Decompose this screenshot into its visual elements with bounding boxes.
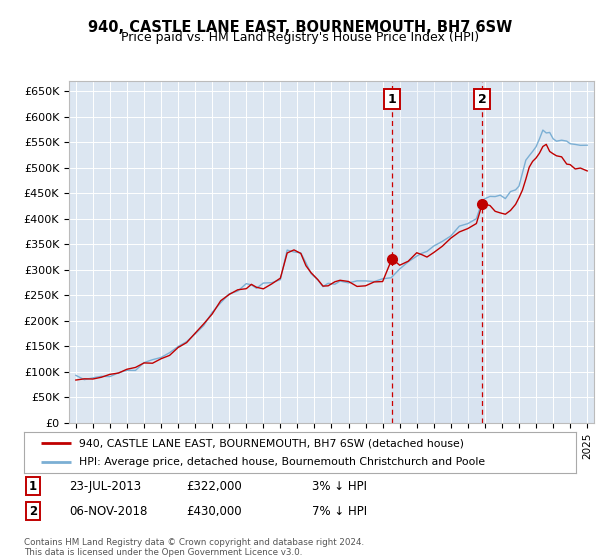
Text: 2: 2 — [29, 505, 37, 518]
Text: £430,000: £430,000 — [186, 505, 242, 518]
Text: Contains HM Land Registry data © Crown copyright and database right 2024.
This d: Contains HM Land Registry data © Crown c… — [24, 538, 364, 557]
Text: 7% ↓ HPI: 7% ↓ HPI — [312, 505, 367, 518]
Text: 1: 1 — [29, 479, 37, 493]
Text: HPI: Average price, detached house, Bournemouth Christchurch and Poole: HPI: Average price, detached house, Bour… — [79, 457, 485, 467]
Text: 3% ↓ HPI: 3% ↓ HPI — [312, 479, 367, 493]
Text: 1: 1 — [388, 92, 397, 105]
Text: 23-JUL-2013: 23-JUL-2013 — [69, 479, 141, 493]
Text: Price paid vs. HM Land Registry's House Price Index (HPI): Price paid vs. HM Land Registry's House … — [121, 31, 479, 44]
Text: £322,000: £322,000 — [186, 479, 242, 493]
Text: 2: 2 — [478, 92, 487, 105]
Text: 940, CASTLE LANE EAST, BOURNEMOUTH, BH7 6SW: 940, CASTLE LANE EAST, BOURNEMOUTH, BH7 … — [88, 20, 512, 35]
Bar — [392, 81, 482, 423]
Text: 06-NOV-2018: 06-NOV-2018 — [69, 505, 148, 518]
Text: 940, CASTLE LANE EAST, BOURNEMOUTH, BH7 6SW (detached house): 940, CASTLE LANE EAST, BOURNEMOUTH, BH7 … — [79, 438, 464, 449]
